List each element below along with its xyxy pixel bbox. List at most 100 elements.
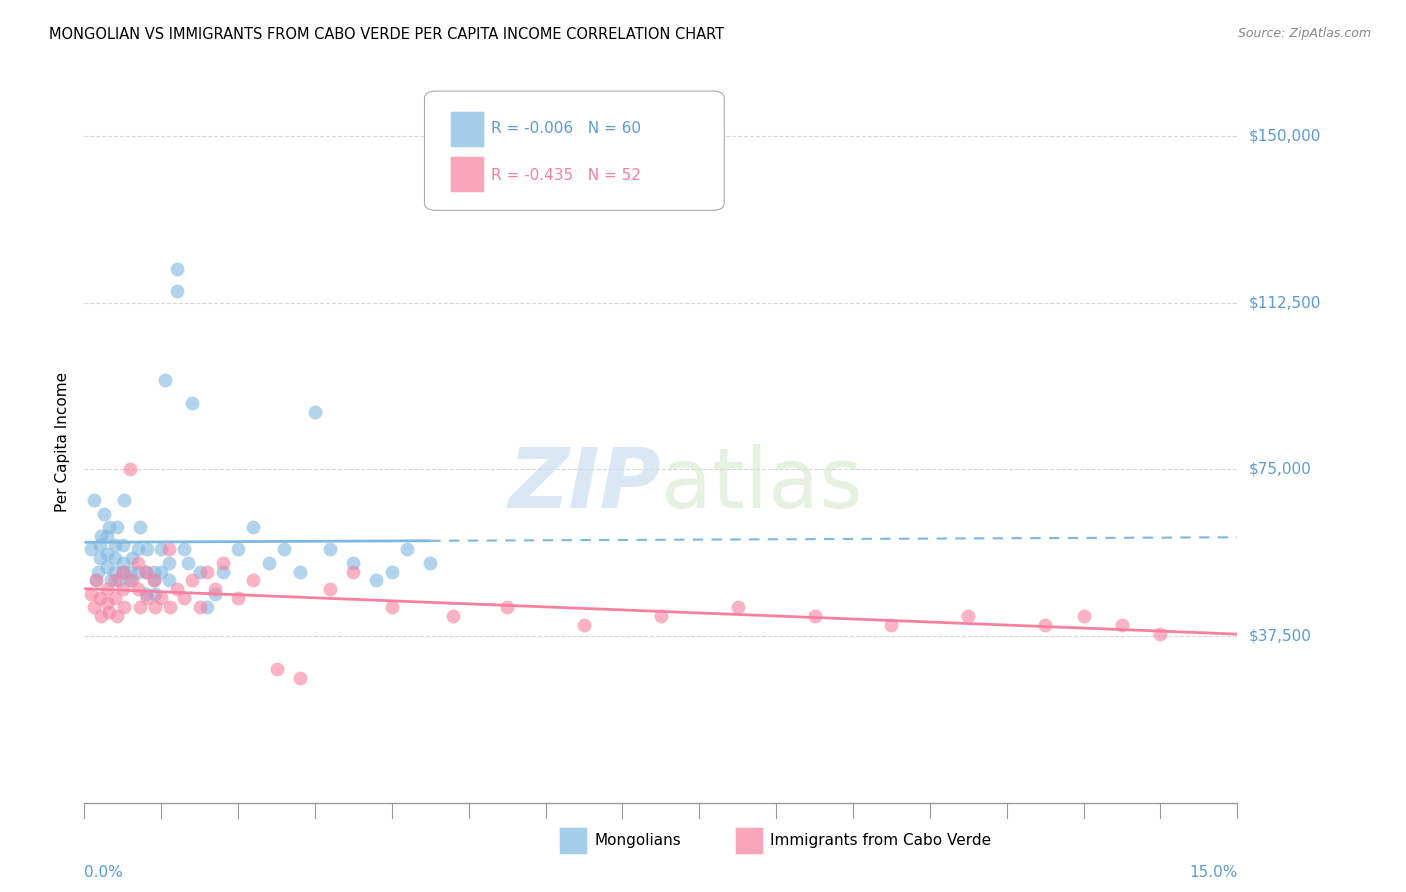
Point	[108, 574, 131, 588]
Point	[112, 493, 135, 508]
Text: $150,000: $150,000	[1249, 128, 1320, 144]
Point	[273, 542, 295, 557]
Point	[120, 565, 142, 579]
Point	[150, 542, 173, 557]
Point	[159, 600, 181, 615]
Point	[128, 520, 150, 534]
Point	[1111, 618, 1133, 632]
Point	[257, 556, 280, 570]
Point	[96, 596, 118, 610]
Point	[142, 565, 165, 579]
Point	[173, 591, 195, 606]
Text: $37,500: $37,500	[1249, 629, 1312, 643]
Point	[1033, 618, 1056, 632]
FancyBboxPatch shape	[450, 112, 485, 147]
Point	[266, 662, 288, 676]
Point	[135, 565, 157, 579]
Point	[104, 565, 127, 579]
Point	[96, 529, 118, 543]
Point	[211, 565, 233, 579]
Point	[242, 520, 264, 534]
Point	[105, 520, 128, 534]
Point	[121, 574, 143, 588]
Point	[128, 600, 150, 615]
Point	[111, 565, 134, 579]
Text: 15.0%: 15.0%	[1189, 865, 1237, 880]
Point	[157, 556, 180, 570]
Point	[136, 542, 159, 557]
Point	[143, 587, 166, 601]
Point	[135, 565, 157, 579]
Point	[166, 285, 188, 299]
Point	[211, 556, 233, 570]
Point	[136, 591, 159, 606]
Point	[1149, 627, 1171, 641]
Text: Source: ZipAtlas.com: Source: ZipAtlas.com	[1237, 27, 1371, 40]
Point	[104, 551, 127, 566]
Point	[880, 618, 903, 632]
Point	[104, 591, 127, 606]
Text: Immigrants from Cabo Verde: Immigrants from Cabo Verde	[770, 833, 991, 847]
Point	[342, 565, 364, 579]
Point	[127, 556, 149, 570]
Point	[142, 574, 165, 588]
Point	[204, 587, 226, 601]
Point	[104, 574, 127, 588]
Text: 0.0%: 0.0%	[84, 865, 124, 880]
Point	[121, 551, 143, 566]
Text: atlas: atlas	[661, 444, 862, 525]
Point	[89, 591, 111, 606]
FancyBboxPatch shape	[450, 156, 485, 193]
Point	[120, 462, 142, 476]
Point	[188, 600, 211, 615]
Point	[135, 587, 157, 601]
Point	[150, 591, 173, 606]
Point	[226, 591, 249, 606]
Point	[153, 373, 176, 387]
Point	[242, 574, 264, 588]
Point	[97, 605, 120, 619]
Point	[181, 395, 204, 409]
Point	[79, 542, 101, 557]
Point	[111, 538, 134, 552]
Point	[84, 574, 107, 588]
Point	[173, 542, 195, 557]
Point	[96, 582, 118, 597]
Point	[195, 600, 218, 615]
Point	[127, 542, 149, 557]
Point	[419, 556, 441, 570]
Point	[90, 609, 112, 624]
Point	[381, 600, 404, 615]
Point	[111, 565, 134, 579]
Point	[157, 542, 180, 557]
Point	[441, 609, 464, 624]
Point	[572, 618, 595, 632]
Point	[83, 493, 105, 508]
Point	[177, 556, 200, 570]
Point	[111, 582, 134, 597]
Point	[150, 565, 173, 579]
Point	[96, 560, 118, 574]
Point	[195, 565, 218, 579]
Point	[1073, 609, 1095, 624]
Text: MONGOLIAN VS IMMIGRANTS FROM CABO VERDE PER CAPITA INCOME CORRELATION CHART: MONGOLIAN VS IMMIGRANTS FROM CABO VERDE …	[49, 27, 724, 42]
Text: ZIP: ZIP	[508, 444, 661, 525]
Point	[111, 556, 134, 570]
Point	[96, 547, 118, 561]
Point	[89, 538, 111, 552]
Point	[204, 582, 226, 597]
Point	[87, 565, 110, 579]
Point	[120, 574, 142, 588]
Y-axis label: Per Capita Income: Per Capita Income	[55, 371, 70, 512]
Text: $112,500: $112,500	[1249, 295, 1320, 310]
Point	[105, 609, 128, 624]
Point	[288, 565, 311, 579]
Point	[319, 542, 342, 557]
Point	[496, 600, 519, 615]
Point	[89, 551, 111, 566]
Point	[381, 565, 404, 579]
Point	[727, 600, 749, 615]
Point	[142, 574, 165, 588]
Point	[288, 671, 311, 685]
Point	[112, 600, 135, 615]
